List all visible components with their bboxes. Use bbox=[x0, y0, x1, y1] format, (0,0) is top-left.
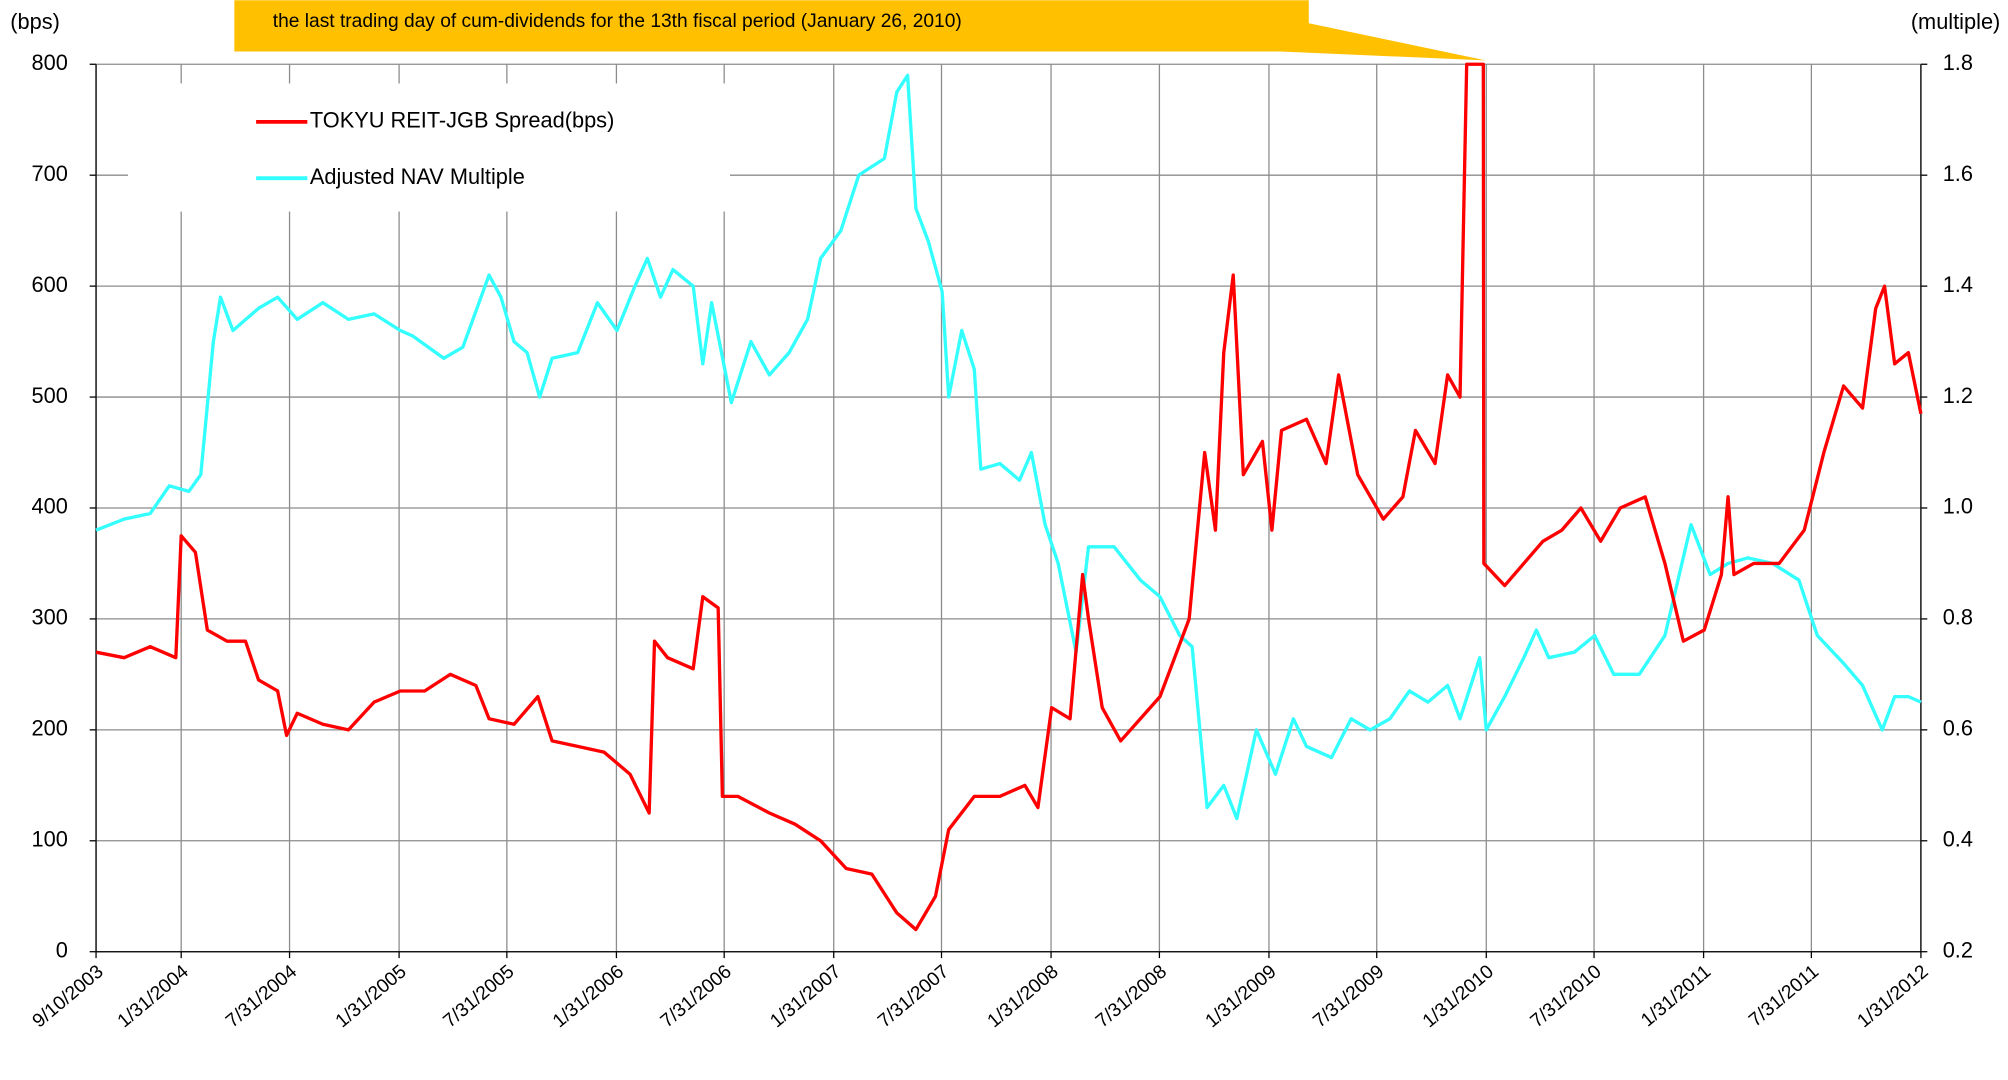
series-line bbox=[95, 62, 1923, 932]
y-tick-label: 600 bbox=[32, 272, 68, 297]
y2-tick-label: 0.4 bbox=[1943, 827, 1973, 852]
x-tick-label: 7/31/2006 bbox=[657, 961, 736, 1032]
y-tick-label: 0 bbox=[56, 937, 68, 962]
legend: TOKYU REIT-JGB Spread(bps) Adjusted NAV M… bbox=[128, 83, 730, 212]
y-tick-label: 700 bbox=[32, 161, 68, 186]
x-tick-label: 7/31/2010 bbox=[1527, 961, 1606, 1032]
x-tick-label: 9/10/2003 bbox=[29, 961, 108, 1032]
legend-box bbox=[128, 83, 730, 212]
x-tick-label: 1/31/2004 bbox=[114, 961, 193, 1032]
y-tick-label: 200 bbox=[32, 716, 68, 741]
x-tick-label: 1/31/2012 bbox=[1854, 961, 1933, 1032]
x-tick-label: 1/31/2009 bbox=[1202, 961, 1281, 1032]
y2-tick-label: 1.4 bbox=[1943, 272, 1973, 297]
annotation: the last trading day of cum-dividends fo… bbox=[273, 11, 962, 32]
x-tick-label: 7/31/2005 bbox=[440, 961, 519, 1032]
plot-lines bbox=[95, 62, 1923, 932]
y2-tick-label: 1.0 bbox=[1943, 494, 1973, 519]
y-tick-label: 500 bbox=[32, 383, 68, 408]
y-axis-label: (bps) bbox=[10, 9, 60, 34]
x-tick-label: 7/31/2007 bbox=[874, 961, 953, 1032]
y2-tick-label: 0.2 bbox=[1943, 937, 1973, 962]
x-tick-label: 1/31/2007 bbox=[766, 961, 845, 1032]
x-tick-label: 7/31/2004 bbox=[222, 961, 301, 1032]
y2-tick-label: 1.8 bbox=[1943, 50, 1973, 75]
y2-tick-label: 0.6 bbox=[1943, 716, 1973, 741]
series-line bbox=[95, 73, 1922, 821]
annotation-box bbox=[234, 0, 1486, 61]
y2-tick-label: 1.2 bbox=[1943, 383, 1973, 408]
x-tick-label: 1/31/2008 bbox=[984, 961, 1063, 1032]
x-tick-label: 1/31/2010 bbox=[1419, 961, 1498, 1032]
x-tick-label: 1/31/2005 bbox=[332, 961, 411, 1032]
y-tick-label: 800 bbox=[32, 50, 68, 75]
y-tick-label: 100 bbox=[32, 827, 68, 852]
x-tick-label: 7/31/2011 bbox=[1745, 961, 1823, 1031]
legend-label: TOKYU REIT-JGB Spread(bps) bbox=[310, 108, 614, 133]
y-tick-label: 300 bbox=[32, 605, 68, 630]
grid bbox=[89, 63, 1928, 959]
y2-axis-label: (multiple) bbox=[1911, 9, 2001, 34]
x-tick-label: 7/31/2008 bbox=[1092, 961, 1171, 1032]
y-tick-label: 400 bbox=[32, 494, 68, 519]
x-tick-label: 1/31/2006 bbox=[549, 961, 628, 1032]
x-tick-label: 7/31/2009 bbox=[1309, 961, 1388, 1032]
y2-tick-label: 1.6 bbox=[1943, 161, 1973, 186]
legend-label: Adjusted NAV Multiple bbox=[310, 164, 525, 189]
x-tick-label: 1/31/2011 bbox=[1637, 961, 1715, 1031]
y2-tick-label: 0.8 bbox=[1943, 605, 1973, 630]
